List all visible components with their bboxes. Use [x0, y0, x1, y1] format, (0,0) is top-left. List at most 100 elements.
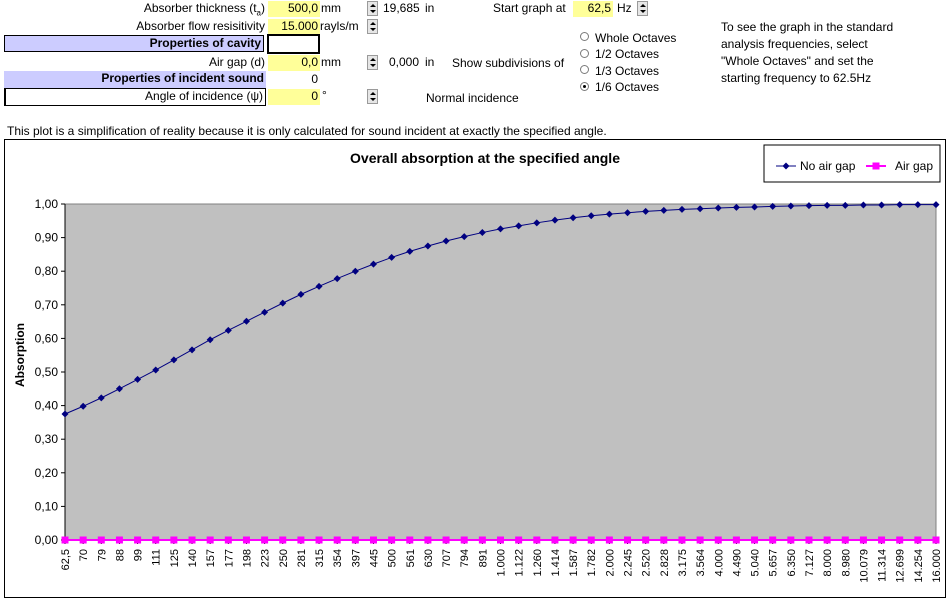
airgap-inches: 0,000	[389, 55, 420, 69]
radio-third-octaves[interactable]	[580, 65, 589, 74]
airgap-input[interactable]: 0,0	[268, 55, 320, 71]
legend-marker	[782, 162, 790, 170]
data-point	[188, 536, 196, 544]
thickness-inches: 19,685	[383, 1, 420, 15]
x-tick-label: 223	[260, 549, 272, 567]
data-point	[624, 536, 632, 544]
data-point	[188, 346, 196, 354]
x-tick-label: 157	[205, 549, 217, 567]
data-point	[642, 536, 650, 544]
y-tick-label: 0,00	[35, 533, 59, 547]
radio-half-octaves-label: 1/2 Octaves	[595, 47, 660, 61]
data-point	[351, 536, 359, 544]
data-point	[533, 536, 541, 544]
x-tick-label: 561	[405, 549, 417, 567]
data-point	[261, 536, 269, 544]
thickness-label-sub: a	[256, 8, 261, 18]
airgap-inches-unit: in	[425, 55, 435, 69]
radio-half-octaves[interactable]	[580, 49, 589, 58]
x-tick-label: 16.000	[931, 549, 943, 583]
chart-svg: Overall absorption at the specified angl…	[4, 139, 946, 598]
legend[interactable]: No air gap Air gap	[763, 144, 941, 183]
data-point	[805, 202, 813, 210]
data-point	[279, 299, 287, 307]
x-tick-label: 1.122	[514, 549, 526, 577]
data-point	[79, 536, 87, 544]
thickness-spinner[interactable]	[367, 1, 378, 16]
data-point	[769, 202, 777, 210]
y-tick-label: 0,40	[35, 399, 59, 413]
data-point	[878, 201, 886, 209]
x-tick-label: 281	[296, 549, 308, 567]
airgap-unit: mm	[321, 55, 341, 69]
data-point	[787, 202, 795, 210]
y-tick-label: 0,30	[35, 432, 59, 446]
data-point	[242, 536, 250, 544]
data-point	[279, 536, 287, 544]
x-tick-label: 794	[459, 549, 471, 567]
x-tick-label: 177	[223, 549, 235, 567]
data-point	[97, 536, 105, 544]
x-tick-label: 99	[133, 549, 145, 561]
data-point	[442, 237, 450, 245]
data-point	[805, 536, 813, 544]
data-point	[134, 375, 142, 383]
data-point	[751, 536, 759, 544]
data-point	[79, 402, 87, 410]
data-point	[696, 205, 704, 213]
radio-whole-octaves-label: Whole Octaves	[595, 31, 677, 45]
data-point	[896, 201, 904, 209]
x-tick-label: 1.260	[532, 549, 544, 577]
x-tick-label: 6.350	[786, 549, 798, 577]
start-graph-label: Start graph at	[493, 1, 566, 15]
flow-spinner[interactable]	[367, 19, 378, 34]
selected-cell[interactable]	[267, 34, 320, 54]
angle-spinner[interactable]	[367, 89, 378, 104]
hint-line-3: "Whole Octaves" and set the	[721, 54, 874, 68]
data-point	[660, 206, 668, 214]
data-point	[533, 219, 541, 227]
data-point	[751, 203, 759, 211]
legend-label: Air gap	[895, 159, 933, 173]
thickness-input[interactable]: 500,0	[268, 1, 320, 17]
data-point	[134, 536, 142, 544]
x-tick-label: 4.000	[713, 549, 725, 577]
simplification-note-text: This plot is a simplification of reality…	[7, 124, 607, 138]
data-point	[605, 210, 613, 218]
incident-value: 0	[311, 72, 318, 86]
flow-input[interactable]: 15.000	[268, 19, 320, 35]
y-tick-label: 0,90	[35, 231, 59, 245]
airgap-spinner[interactable]	[367, 55, 378, 70]
data-point	[315, 282, 323, 290]
data-point	[315, 536, 323, 544]
legend-marker	[872, 162, 880, 170]
data-point	[587, 536, 595, 544]
data-point	[351, 267, 359, 275]
data-point	[515, 536, 523, 544]
start-graph-spinner[interactable]	[637, 1, 648, 16]
x-tick-label: 2.245	[623, 549, 635, 577]
data-point	[388, 253, 396, 261]
hint-line-4: starting frequency to 62.5Hz	[721, 71, 872, 85]
x-tick-label: 3.564	[695, 549, 707, 577]
data-point	[224, 326, 232, 334]
data-point	[297, 536, 305, 544]
thickness-label-text: Absorber thickness (t	[143, 1, 257, 15]
x-tick-label: 12.699	[895, 549, 907, 583]
x-tick-label: 2.828	[659, 549, 671, 577]
x-tick-label: 79	[96, 549, 108, 561]
absorption-chart[interactable]: Overall absorption at the specified angl…	[4, 139, 946, 598]
y-tick-label: 1,00	[35, 197, 59, 211]
angle-input[interactable]: 0	[268, 89, 320, 105]
start-graph-input[interactable]: 62,5	[573, 1, 613, 17]
data-point	[823, 201, 831, 209]
angle-unit: °	[322, 88, 327, 102]
flow-label: Absorber flow resisitivity	[136, 19, 265, 33]
radio-whole-octaves[interactable]	[580, 32, 589, 41]
radio-sixth-octaves[interactable]	[580, 82, 589, 91]
x-tick-label: 397	[350, 549, 362, 567]
data-point	[769, 536, 777, 544]
data-point	[333, 275, 341, 283]
thickness-label: Absorber thickness (ta)	[40, 1, 265, 17]
data-point	[242, 317, 250, 325]
